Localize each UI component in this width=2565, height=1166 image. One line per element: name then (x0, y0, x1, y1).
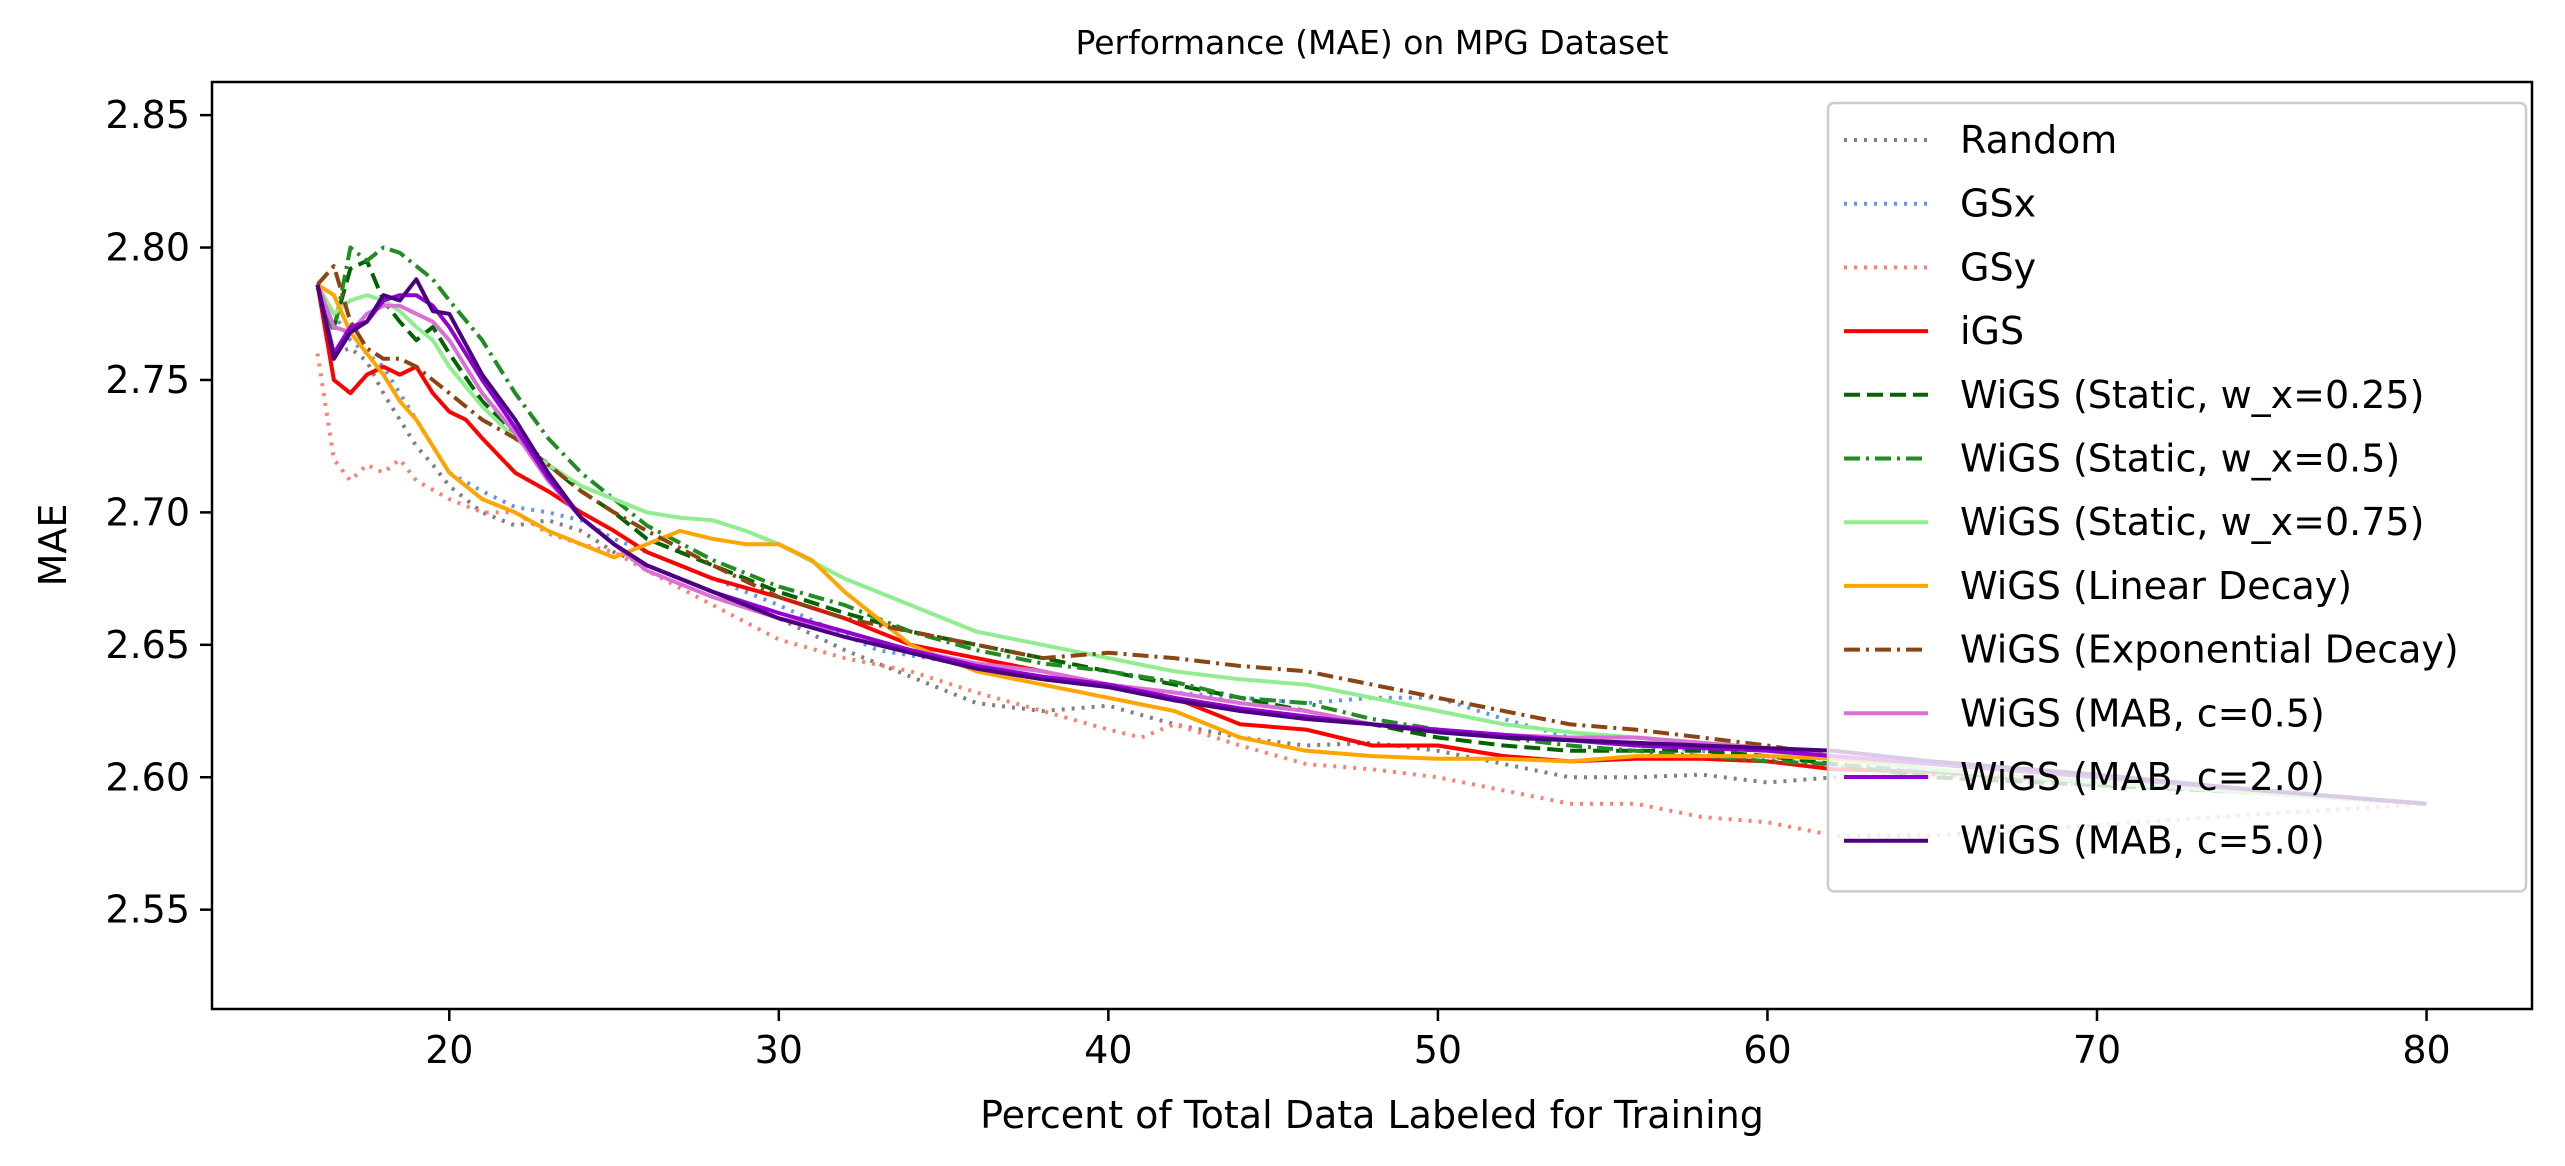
series-layer (315, 245, 2427, 838)
plot-area-frame (210, 80, 2534, 1011)
y-tick-label: 2.85 (105, 93, 190, 137)
x-tick-label: 70 (2073, 1028, 2121, 1072)
y-tick-label: 2.75 (105, 358, 190, 402)
legend-frame (1826, 101, 2528, 893)
legend-label: iGS (1960, 309, 2024, 353)
legend-label: WiGS (Static, w_x=0.75) (1960, 500, 2424, 544)
chart-title: Performance (MAE) on MPG Dataset (1075, 23, 1668, 62)
legend-label: GSy (1960, 245, 2036, 289)
x-tick-label: 40 (1084, 1028, 1132, 1072)
legend: Random GSx GSy iGS WiGS (Static, w_x=0.25) Wi… (1826, 101, 2528, 893)
x-tick-label: 30 (755, 1028, 803, 1072)
series-line-9 (316, 264, 2427, 806)
y-axis-label: MAE (31, 504, 75, 587)
y-tick-label: 2.55 (105, 888, 190, 932)
x-tick-label: 50 (1414, 1028, 1462, 1072)
series-line-4 (315, 284, 2427, 806)
legend-label: GSx (1960, 182, 2036, 226)
series-line-11 (315, 284, 2427, 806)
x-tick-label: 60 (1743, 1028, 1791, 1072)
series-line-12 (315, 277, 2427, 806)
series-line-8 (316, 282, 2427, 806)
legend-label: WiGS (Static, w_x=0.25) (1960, 373, 2424, 417)
legend-label: WiGS (Exponential Decay) (1960, 628, 2459, 672)
series-line-5 (315, 258, 2427, 806)
legend-label: WiGS (Static, w_x=0.5) (1960, 437, 2400, 481)
legend-label: WiGS (Linear Decay) (1960, 564, 2352, 608)
y-tick-label: 2.70 (105, 490, 190, 534)
y-tick-label: 2.80 (105, 226, 190, 270)
legend-label: WiGS (MAB, c=5.0) (1960, 819, 2325, 863)
ticks-layer: 20 30 40 50 60 70 80 2.55 2.60 2.65 2.70 2.75 2.80 2.… (105, 93, 2450, 1072)
x-tick-label: 20 (425, 1028, 473, 1072)
y-tick-label: 2.65 (105, 623, 190, 667)
y-tick-label: 2.60 (105, 755, 190, 799)
x-axis-label: Percent of Total Data Labeled for Traini… (980, 1093, 1764, 1137)
legend-label: WiGS (MAB, c=0.5) (1960, 691, 2325, 735)
legend-label: WiGS (MAB, c=2.0) (1960, 755, 2325, 799)
x-tick-label: 80 (2402, 1028, 2450, 1072)
series-line-3 (315, 353, 2427, 838)
legend-label: Random (1960, 118, 2117, 162)
